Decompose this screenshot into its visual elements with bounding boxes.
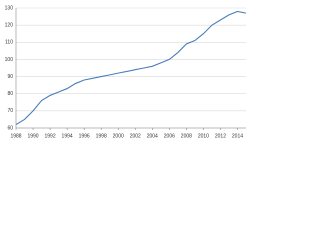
data-line <box>15 10 247 126</box>
y-tick-label: 120 <box>5 22 14 28</box>
x-tick-label: 2000 <box>113 133 124 139</box>
chart: 60 70 80 90 100 110 120 130 1988 1990 1992 1994 1996… <box>5 5 247 139</box>
x-tick-label: 1992 <box>45 133 56 139</box>
x-tick-label: 2008 <box>181 133 192 139</box>
x-tick-label: 2006 <box>164 133 175 139</box>
x-tick-label: 2004 <box>147 133 158 139</box>
x-tick-label: 2014 <box>232 133 243 139</box>
x-tick-label: 1988 <box>10 133 21 139</box>
x-tick-label: 2002 <box>130 133 141 139</box>
y-tick-label: 130 <box>5 5 14 11</box>
y-tick-label: 90 <box>7 74 13 80</box>
y-tick-label: 60 <box>7 125 13 131</box>
x-tick-label: 1994 <box>62 133 73 139</box>
y-tick-label: 70 <box>7 108 13 114</box>
y-tick-label: 80 <box>7 91 13 97</box>
x-tick-label: 2010 <box>198 133 209 139</box>
x-tick-label: 1998 <box>96 133 107 139</box>
x-tick-label: 2012 <box>215 133 226 139</box>
y-tick-label: 110 <box>5 40 13 46</box>
x-tick-label: 1996 <box>79 133 90 139</box>
y-tick-label: 100 <box>5 57 14 63</box>
x-tick-label: 1990 <box>27 133 38 139</box>
